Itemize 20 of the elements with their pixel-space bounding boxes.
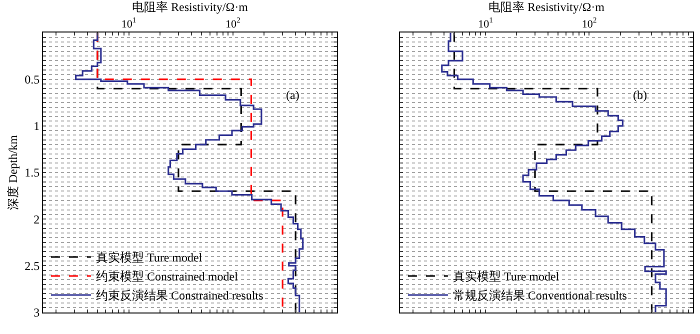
legend-label: 约束模型 Constrained model: [96, 270, 239, 284]
annotation: (b): [633, 88, 647, 102]
legend-label: 常规反演结果 Conventional results: [452, 288, 628, 303]
x-tick-label: 10$^{1}$: [121, 16, 136, 30]
y-tick-label: 3: [34, 305, 40, 320]
x-tick-label: 10$^{1}$: [478, 16, 494, 30]
x-tick-label: 10$^{2}$: [225, 16, 240, 30]
annotation: (a): [286, 88, 300, 102]
y-tick-label: 2.5: [24, 258, 40, 273]
y-tick-label: 1: [34, 119, 40, 134]
y-tick-label: 1.5: [24, 166, 40, 180]
legend-label: 真实模型 Ture model: [452, 270, 560, 284]
y-tick-label: 2: [34, 212, 40, 226]
y-tick-label: 0.5: [24, 72, 40, 86]
legend-label: 真实模型 Ture model: [96, 250, 203, 265]
legend-label: 约束反演结果 Constrained results: [96, 288, 264, 303]
x-axis-title: 电阻率 Resistivity/Ω·m: [132, 0, 249, 14]
x-axis-title: 电阻率 Resistivity/Ω·m: [488, 0, 606, 14]
x-tick-label: 10$^{2}$: [582, 16, 597, 30]
y-axis-title: 深度 Depth/km: [6, 134, 20, 210]
